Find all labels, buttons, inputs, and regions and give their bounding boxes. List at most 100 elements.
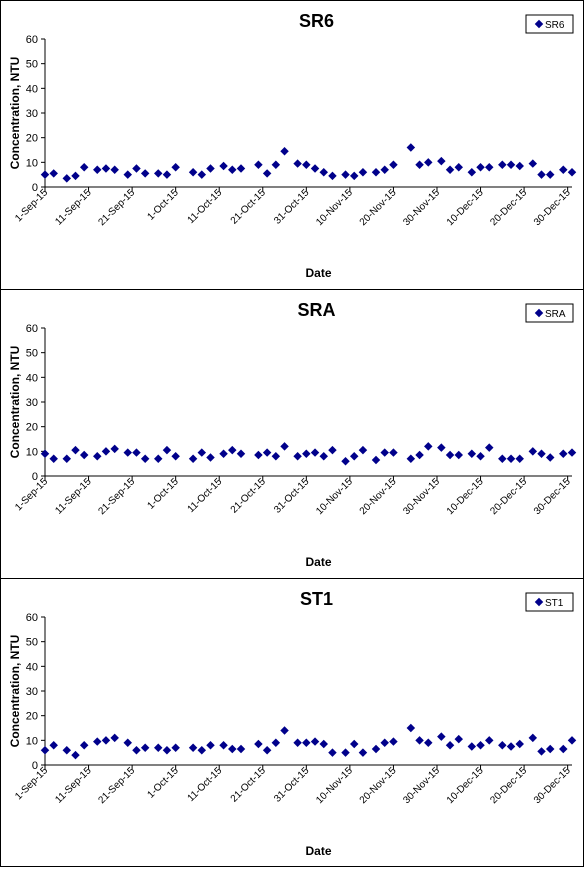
data-point: [415, 160, 424, 170]
data-point: [132, 745, 141, 755]
y-tick-label: 20: [26, 133, 38, 145]
legend-label: SR6: [545, 20, 565, 31]
data-point: [206, 164, 215, 173]
data-point: [40, 170, 50, 179]
data-point: [349, 452, 359, 461]
y-axis-label: Concentration, NTU: [8, 346, 22, 459]
data-point: [319, 739, 328, 749]
data-point: [506, 742, 516, 751]
data-point: [71, 445, 80, 455]
data-point: [236, 449, 246, 459]
legend-box: [525, 303, 574, 323]
data-point: [358, 445, 368, 455]
data-point: [262, 448, 272, 457]
chart-panel-sr6: SR6 0 10 20 30 40 50 60 1-Sep-15 11-Sep-15 21-Sep-…: [0, 0, 584, 290]
data-point: [349, 739, 359, 749]
data-point: [485, 736, 494, 745]
x-tick-label: 20-Nov-15: [358, 187, 399, 228]
data-point: [415, 736, 424, 745]
data-point: [341, 748, 350, 757]
data-point: [49, 741, 58, 750]
data-point: [476, 163, 485, 172]
y-tick-label: 40: [26, 661, 38, 673]
x-axis-label: Date: [305, 555, 331, 569]
data-point: [528, 447, 538, 456]
x-tick-label: 21-Oct-15: [229, 765, 269, 805]
y-tick-label: 50: [26, 348, 38, 360]
data-point: [93, 737, 102, 746]
data-point: [280, 146, 289, 156]
y-tick-label: 0: [32, 760, 38, 772]
x-tick-label: 30-Dec-15: [532, 765, 573, 806]
data-point: [101, 164, 111, 173]
data-point: [424, 738, 433, 748]
data-point: [79, 450, 89, 460]
y-tick-label: 0: [32, 182, 38, 194]
x-axis-label: Date: [305, 266, 331, 280]
data-point: [545, 744, 555, 754]
data-point: [171, 452, 180, 461]
y-tick-label: 60: [26, 612, 38, 624]
x-tick-label: 21-Sep-15: [96, 187, 137, 228]
data-point: [271, 452, 281, 461]
data-point: [406, 723, 416, 733]
data-point: [123, 170, 132, 179]
data-point: [559, 449, 568, 459]
data-point: [567, 736, 577, 745]
data-point: [319, 167, 328, 177]
data-point: [380, 448, 389, 457]
data-point: [424, 158, 433, 167]
data-point: [537, 747, 546, 756]
data-point: [515, 739, 524, 749]
y-tick-label: 40: [26, 83, 38, 95]
y-tick-label: 30: [26, 108, 38, 120]
x-tick-label: 30-Dec-15: [532, 187, 573, 228]
x-tick-label: 11-Oct-15: [186, 187, 225, 226]
data-point: [467, 167, 477, 177]
data-point: [188, 167, 198, 177]
data-point: [506, 160, 516, 170]
data-point: [341, 170, 350, 179]
x-tick-label: 20-Dec-15: [488, 476, 529, 517]
data-point: [454, 163, 464, 172]
data-point: [415, 450, 424, 460]
x-tick-label: 21-Sep-15: [96, 765, 137, 806]
data-point: [206, 741, 215, 750]
data-point: [437, 443, 446, 452]
data-point: [188, 454, 198, 463]
data-point: [476, 452, 485, 461]
x-tick-label: 21-Oct-15: [229, 187, 269, 227]
data-point: [293, 159, 302, 168]
y-tick-label: 30: [26, 397, 38, 409]
data-point: [498, 454, 507, 463]
data-point: [49, 169, 58, 178]
data-point: [93, 452, 102, 461]
data-point: [228, 445, 237, 455]
chart-panel-sra: SRA 0 10 20 30 40 50 60 1-Sep-15 11-Sep-15 21-Sep-…: [0, 289, 584, 579]
legend-label: SRA: [545, 309, 566, 320]
data-point: [140, 169, 150, 178]
data-point: [537, 449, 546, 459]
data-point: [280, 726, 289, 735]
y-axis-label: Concentration, NTU: [8, 57, 22, 170]
data-point: [262, 745, 272, 755]
chart-title: SRA: [297, 300, 335, 320]
x-tick-label: 10-Nov-15: [314, 765, 355, 806]
data-point: [71, 171, 80, 181]
data-point: [236, 164, 246, 173]
data-point: [445, 741, 455, 750]
x-tick-label: 10-Nov-15: [314, 187, 355, 228]
data-point: [206, 453, 215, 462]
x-tick-label: 20-Dec-15: [488, 765, 529, 806]
data-point: [545, 453, 555, 462]
data-point: [319, 452, 328, 461]
data-point: [498, 741, 507, 750]
data-point: [341, 456, 350, 466]
x-tick-label: 1-Oct-15: [145, 476, 181, 512]
x-tick-label: 11-Oct-15: [186, 476, 225, 515]
data-point: [162, 170, 172, 179]
data-point: [380, 738, 389, 748]
data-point: [132, 164, 141, 173]
data-point: [188, 743, 198, 752]
